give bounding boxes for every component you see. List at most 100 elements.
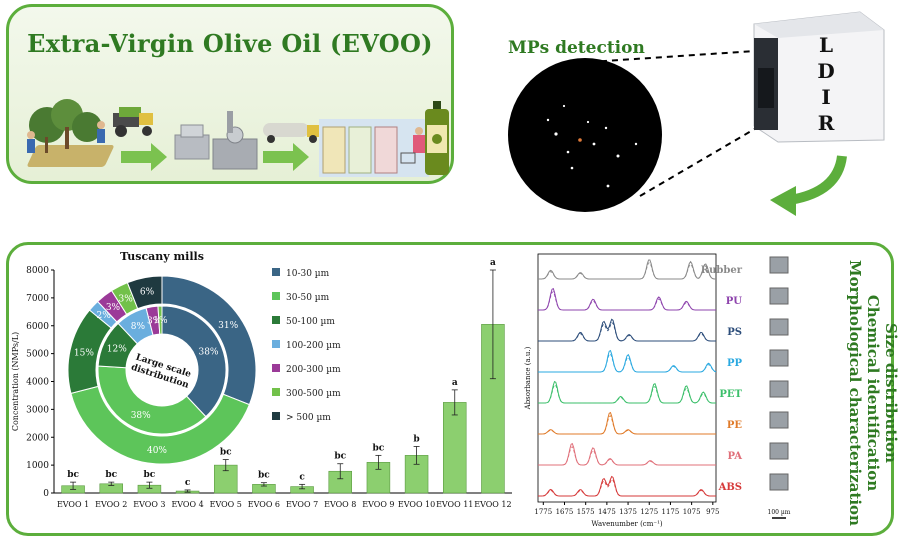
donut-title: Tuscany mills xyxy=(120,250,204,263)
reference-spectrum-line xyxy=(538,262,716,280)
morphological-characterization-label: Morphological characterization xyxy=(846,260,864,526)
significance-letter: a xyxy=(452,378,458,388)
ldir-letter: L xyxy=(819,33,833,57)
ldir-letter: I xyxy=(821,85,830,109)
legend-label: > 500 µm xyxy=(286,413,331,423)
significance-letter: bc xyxy=(373,443,385,453)
y-tick-label: 0 xyxy=(43,489,49,499)
significance-letter: bc xyxy=(258,471,270,481)
olive-oil-bottle-icon xyxy=(425,101,449,175)
legend-swatch xyxy=(272,316,280,324)
y-axis-label: Concentration (NMPs/L) xyxy=(11,332,20,431)
legend-label: 10-30 µm xyxy=(286,269,330,279)
significance-letter: c xyxy=(299,472,305,482)
significance-letter: bc xyxy=(105,470,117,480)
arrow-icon xyxy=(121,143,167,171)
x-axis-label: Wavenumber (cm⁻¹) xyxy=(591,520,662,528)
y-tick-label: 4000 xyxy=(26,378,49,388)
production-chain-illustration xyxy=(27,99,449,177)
reference-spectrum-line xyxy=(538,384,716,404)
particle-image-thumbnail xyxy=(769,380,789,398)
significance-letter: bc xyxy=(220,448,232,458)
olive-grove-icon xyxy=(27,99,114,167)
significance-letter: a xyxy=(490,258,496,268)
size-distribution-label: Size distribution xyxy=(882,323,900,463)
microplastic-particles xyxy=(546,104,638,188)
donut-slice-label: 3% xyxy=(119,295,134,305)
donut-slice-label: 3% xyxy=(147,317,162,327)
size-legend: 10-30 µm 30-50 µm 50-100 µm 100-200 µm 200-3… xyxy=(272,268,341,423)
spectrum-line xyxy=(538,442,716,466)
legend-swatch xyxy=(272,364,280,372)
tractor-icon xyxy=(113,107,153,137)
ldir-instrument-image: L D I R xyxy=(753,11,885,143)
filter-dish-image xyxy=(508,58,662,212)
donut-slice-label: 31% xyxy=(218,321,238,331)
supermarket-icon xyxy=(319,119,429,177)
x-tick-label: EVOO 10 xyxy=(398,500,435,509)
reference-spectrum-line xyxy=(538,353,717,373)
x-tick-label: EVOO 1 xyxy=(57,500,89,509)
reference-spectrum-line xyxy=(538,478,716,497)
x-tick-label: EVOO 12 xyxy=(474,500,511,509)
ldir-letter: R xyxy=(818,111,835,135)
significance-letter: b xyxy=(413,434,419,444)
x-tick-label: 1075 xyxy=(683,508,701,516)
reference-spectrum-line xyxy=(538,291,716,311)
donut-slice-label: 40% xyxy=(147,446,167,456)
x-tick-label: 1575 xyxy=(577,508,595,516)
y-tick-label: 2000 xyxy=(26,433,49,443)
polymer-label: PA xyxy=(727,451,742,462)
legend-label: 200-300 µm xyxy=(286,365,341,375)
y-axis-label: Absorbance (a.u.) xyxy=(524,346,532,410)
polymer-label: PE xyxy=(727,420,743,431)
donut-slice-label: 1% xyxy=(153,316,168,326)
bar xyxy=(442,402,467,494)
size-distribution-donut: Tuscany mills31%40%15%2%3%3%6%38%38%12%8… xyxy=(67,250,257,465)
donut-slice-label: 38% xyxy=(198,348,218,358)
x-tick-label: 1675 xyxy=(556,508,574,516)
particle-image-thumbnail xyxy=(769,473,789,491)
particle-image-thumbnail xyxy=(769,287,789,305)
reference-spectrum-line xyxy=(538,322,716,342)
particle-image-thumbnail xyxy=(769,442,789,460)
donut-slice xyxy=(161,305,227,418)
donut-slice xyxy=(70,385,251,465)
y-tick-label: 7000 xyxy=(26,294,49,304)
concentration-bar-chart: 0 1000 2000 3000 4000 5000 6000 7000 8000 Concent… xyxy=(11,258,512,509)
legend-swatch xyxy=(272,412,280,420)
legend-label: 100-200 µm xyxy=(286,341,341,351)
evoo-title: Extra-Virgin Olive Oil (EVOO) xyxy=(27,29,433,58)
spectrum-line xyxy=(538,318,716,342)
y-tick-label: 8000 xyxy=(26,266,49,276)
reference-spectrum-line xyxy=(538,415,716,435)
donut-slice-label: 6% xyxy=(140,287,155,297)
particle-image-thumbnail xyxy=(769,256,789,274)
legend-swatch xyxy=(272,340,280,348)
particle-image-thumbnail xyxy=(769,411,789,429)
legend-swatch xyxy=(272,292,280,300)
spectrum-line xyxy=(538,380,716,404)
spectrum-line xyxy=(538,259,716,280)
donut-slice-label: 2% xyxy=(97,311,112,321)
x-tick-label: 1775 xyxy=(534,508,552,516)
significance-letter: bc xyxy=(144,470,156,480)
polymer-label: Rubber xyxy=(701,265,743,276)
down-arrow-icon xyxy=(770,186,796,216)
x-tick-label: EVOO 7 xyxy=(286,500,318,509)
donut-slice xyxy=(97,365,207,435)
mps-detection-title: MPs detection xyxy=(508,38,645,58)
polymer-label: PS xyxy=(727,327,742,338)
significance-letter: c xyxy=(185,478,191,488)
donut-center xyxy=(127,335,197,405)
legend-label: 30-50 µm xyxy=(286,293,330,303)
particle-image-thumbnail xyxy=(769,349,789,367)
reference-spectrum-line xyxy=(538,446,716,466)
x-tick-label: EVOO 5 xyxy=(210,500,242,509)
x-tick-label: 1375 xyxy=(619,508,637,516)
x-tick-label: EVOO 2 xyxy=(95,500,127,509)
donut-slice-label: 12% xyxy=(107,345,127,355)
legend-label: 300-500 µm xyxy=(286,389,341,399)
donut-slice-label: 15% xyxy=(74,349,94,359)
ftir-spectra-chart: 1775 1675 1575 1475 1375 1275 1175 1075 975 Waven… xyxy=(524,253,791,528)
